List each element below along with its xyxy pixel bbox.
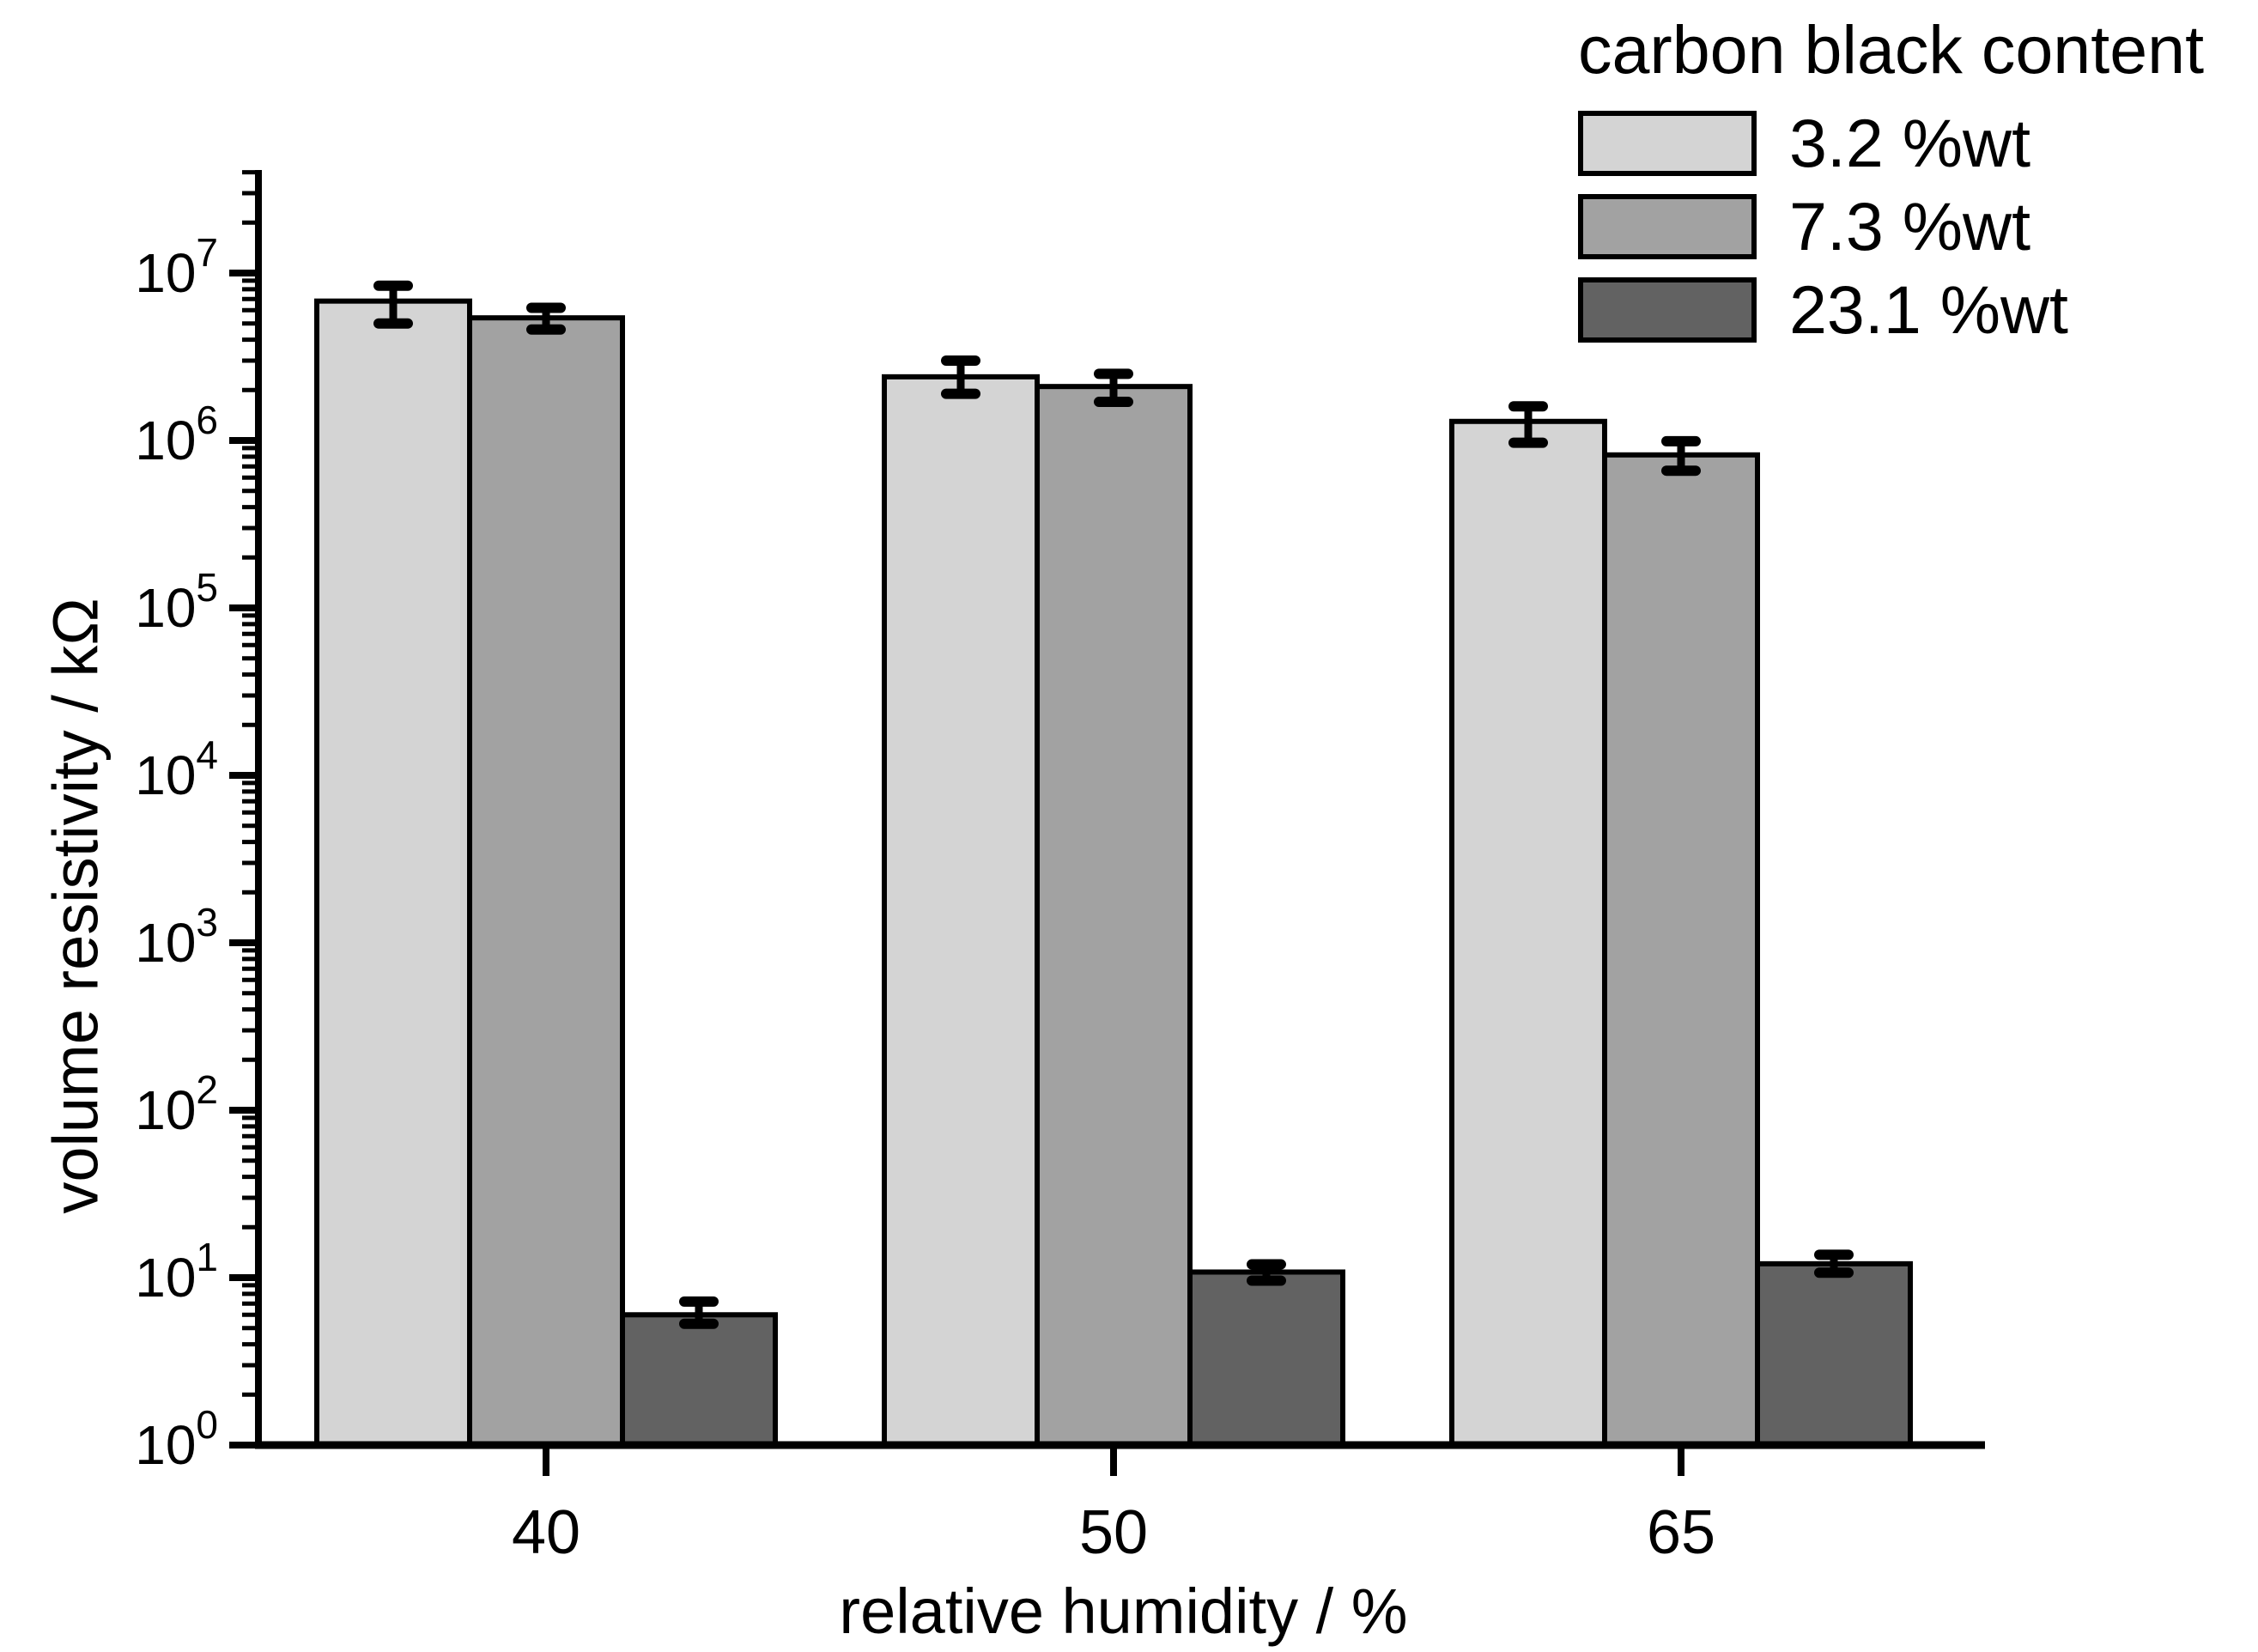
legend-swatch-3-2pct xyxy=(1578,111,1757,176)
bar-3-2-wt-rh65 xyxy=(1449,418,1607,1449)
legend-label-23-1pct: 23.1 %wt xyxy=(1789,271,2068,348)
error-bar-3-2-wt-rh50 xyxy=(941,355,980,399)
x-tick-label-rh50: 50 xyxy=(1079,1498,1148,1567)
legend: carbon black content 3.2 %wt 7.3 %wt 23.… xyxy=(1578,14,2204,363)
error-bar-23-1-wt-rh50 xyxy=(1247,1259,1286,1286)
y-tick-label-1e4: 104 xyxy=(135,732,218,806)
x-tick-label-rh65: 65 xyxy=(1647,1498,1715,1567)
y-tick-label-1e0: 100 xyxy=(135,1402,218,1476)
error-bar-7-3-wt-rh40 xyxy=(526,302,566,335)
y-axis-title: volume resistivity / kΩ xyxy=(39,598,112,1214)
error-bar-23-1-wt-rh40 xyxy=(679,1296,719,1329)
error-bar-23-1-wt-rh65 xyxy=(1814,1249,1854,1278)
error-bar-3-2-wt-rh40 xyxy=(373,280,413,329)
legend-label-3-2pct: 3.2 %wt xyxy=(1789,105,2031,181)
bar-3-2-wt-rh50 xyxy=(882,374,1040,1449)
bar-23-1-wt-rh40 xyxy=(620,1312,778,1448)
x-axis-title: relative humidity / % xyxy=(839,1576,1408,1647)
y-tick-label-1e1: 101 xyxy=(135,1235,218,1309)
legend-entry: 3.2 %wt xyxy=(1578,105,2204,181)
bar-3-2-wt-rh40 xyxy=(314,298,472,1448)
legend-label-7-3pct: 7.3 %wt xyxy=(1789,188,2031,264)
legend-entry: 23.1 %wt xyxy=(1578,271,2204,348)
y-tick-label-1e2: 102 xyxy=(135,1067,218,1141)
y-tick-label-1e3: 103 xyxy=(135,900,218,974)
legend-title: carbon black content xyxy=(1578,11,2205,88)
y-tick-label-1e5: 105 xyxy=(135,565,218,639)
bar-7-3-wt-rh40 xyxy=(467,315,625,1448)
bar-7-3-wt-rh50 xyxy=(1035,384,1193,1448)
legend-swatch-23-1pct xyxy=(1578,277,1757,343)
error-bar-7-3-wt-rh50 xyxy=(1094,368,1133,408)
x-tick-label-rh40: 40 xyxy=(512,1498,580,1567)
y-tick-label-1e7: 107 xyxy=(135,230,218,304)
legend-entry: 7.3 %wt xyxy=(1578,188,2204,264)
bar-23-1-wt-rh50 xyxy=(1187,1269,1345,1449)
legend-swatch-7-3pct xyxy=(1578,194,1757,259)
bar-23-1-wt-rh65 xyxy=(1755,1260,1913,1448)
error-bar-7-3-wt-rh65 xyxy=(1661,435,1701,477)
error-bar-3-2-wt-rh65 xyxy=(1508,401,1548,448)
y-tick-label-1e6: 106 xyxy=(135,398,218,471)
bar-7-3-wt-rh65 xyxy=(1602,452,1760,1448)
